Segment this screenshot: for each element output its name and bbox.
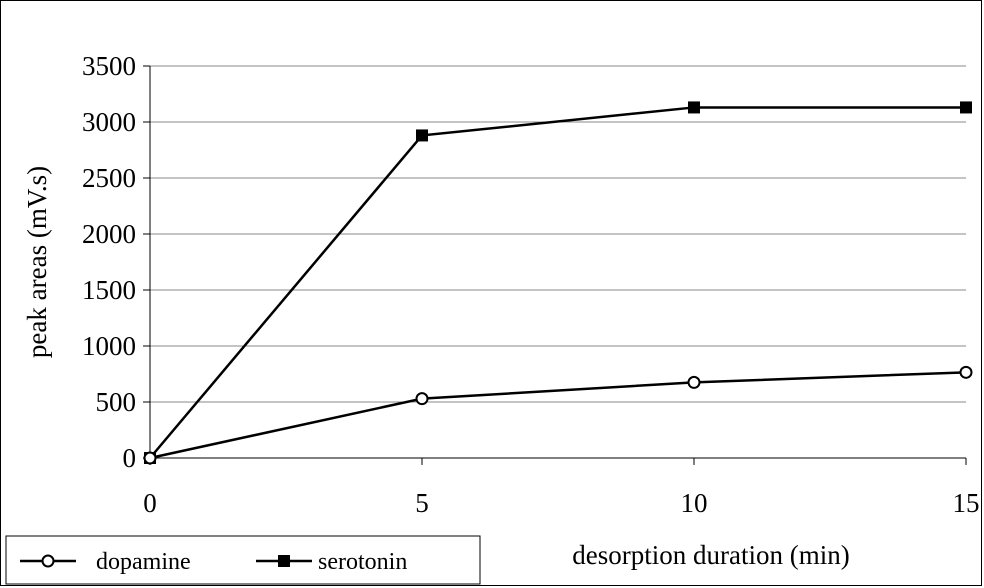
- data-point-dopamine: [959, 365, 973, 379]
- legend: dopamine serotonin: [5, 535, 481, 585]
- series: [143, 101, 973, 465]
- axes: [143, 65, 967, 465]
- data-point-serotonin: [688, 101, 700, 114]
- series-dopamine: [143, 365, 973, 465]
- data-point-serotonin: [960, 101, 972, 114]
- legend-marker: [41, 554, 55, 568]
- y-tick-label: 500: [96, 387, 137, 417]
- y-tick-label: 1500: [82, 275, 136, 305]
- y-tick-label: 3500: [82, 51, 136, 81]
- x-tick-label: 15: [953, 488, 980, 518]
- y-tick-labels: 0 500 1000 1500 2000 2500 3000 3500: [82, 51, 136, 473]
- data-point-serotonin: [416, 129, 428, 142]
- y-tick-label: 1000: [82, 331, 136, 361]
- x-tick-labels: 0 5 10 15: [143, 488, 979, 518]
- data-point-dopamine: [687, 375, 701, 389]
- data-point-dopamine: [143, 451, 157, 465]
- legend-marker: [278, 555, 290, 567]
- series-line-dopamine: [149, 371, 967, 460]
- gridlines: [150, 65, 966, 403]
- y-tick-label: 3000: [82, 107, 136, 137]
- y-tick-label: 0: [123, 443, 137, 473]
- data-point-dopamine: [415, 392, 429, 406]
- y-tick-label: 2000: [82, 219, 136, 249]
- x-tick-label: 5: [415, 488, 429, 518]
- x-tick-label: 0: [143, 488, 157, 518]
- x-tick-label: 10: [681, 488, 708, 518]
- legend-box: [5, 535, 481, 585]
- legend-items: dopamine serotonin: [20, 549, 407, 575]
- legend-label: serotonin: [318, 549, 407, 575]
- y-tick-label: 2500: [82, 163, 136, 193]
- legend-item-serotonin: serotonin: [256, 549, 407, 575]
- series-line-serotonin: [149, 106, 966, 459]
- legend-label: dopamine: [96, 549, 191, 575]
- x-axis-title: desorption duration (min): [572, 540, 849, 570]
- y-axis-title: peak areas (mV.s): [22, 166, 52, 358]
- legend-item-dopamine: dopamine: [20, 549, 191, 575]
- series-serotonin: [144, 101, 972, 464]
